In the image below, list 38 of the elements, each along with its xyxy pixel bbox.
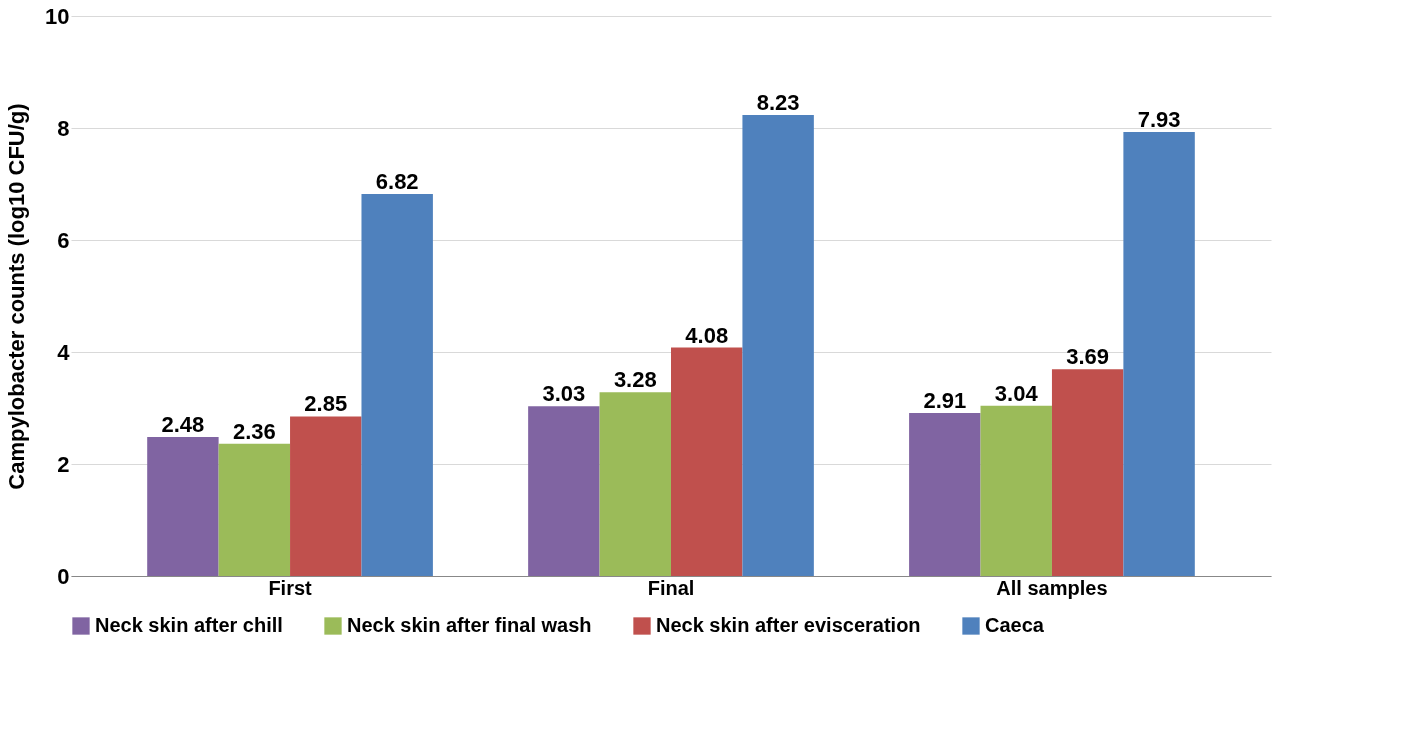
data-label: 3.69: [1066, 344, 1110, 370]
bar: [742, 115, 814, 576]
data-label: 2.36: [232, 418, 276, 444]
data-label: 3.03: [542, 381, 586, 407]
data-label: 3.04: [994, 380, 1039, 406]
data-label: 2.85: [304, 391, 348, 417]
bar: [1123, 131, 1195, 576]
y-tick-label: 8: [57, 115, 70, 141]
data-label: 2.48: [161, 412, 205, 438]
data-label: 7.93: [1137, 106, 1181, 132]
data-label: 4.08: [685, 322, 729, 348]
y-tick-label: 2: [57, 451, 70, 477]
x-tick-label: Final: [647, 576, 695, 599]
bar: [909, 413, 981, 576]
legend-label: Neck skin after evisceration: [656, 614, 921, 636]
y-tick-label: 0: [57, 563, 70, 589]
data-label: 2.91: [923, 388, 967, 414]
bar: [1051, 369, 1124, 576]
legend-label: Neck skin after final wash: [347, 614, 592, 636]
bar: [528, 406, 600, 576]
x-tick-label: All samples: [996, 576, 1108, 599]
y-tick-label: 10: [45, 3, 70, 29]
bar: [671, 347, 743, 576]
x-tick-label: First: [268, 576, 313, 599]
y-axis-title: Campylobacter counts (log10 CFU/g): [4, 103, 30, 490]
bar: [599, 392, 671, 576]
bar: [361, 194, 433, 576]
y-tick-label: 4: [57, 339, 71, 365]
y-tick-label: 6: [57, 227, 70, 253]
legend-label: Neck skin after chill: [95, 614, 283, 636]
legend-label: Caeca: [985, 614, 1045, 636]
bar: [290, 416, 362, 576]
bar: [147, 437, 219, 576]
bar: [980, 405, 1052, 576]
data-label: 6.82: [375, 169, 419, 195]
bar: [218, 443, 291, 576]
data-label: 8.23: [756, 90, 800, 116]
data-label: 3.28: [613, 367, 657, 393]
